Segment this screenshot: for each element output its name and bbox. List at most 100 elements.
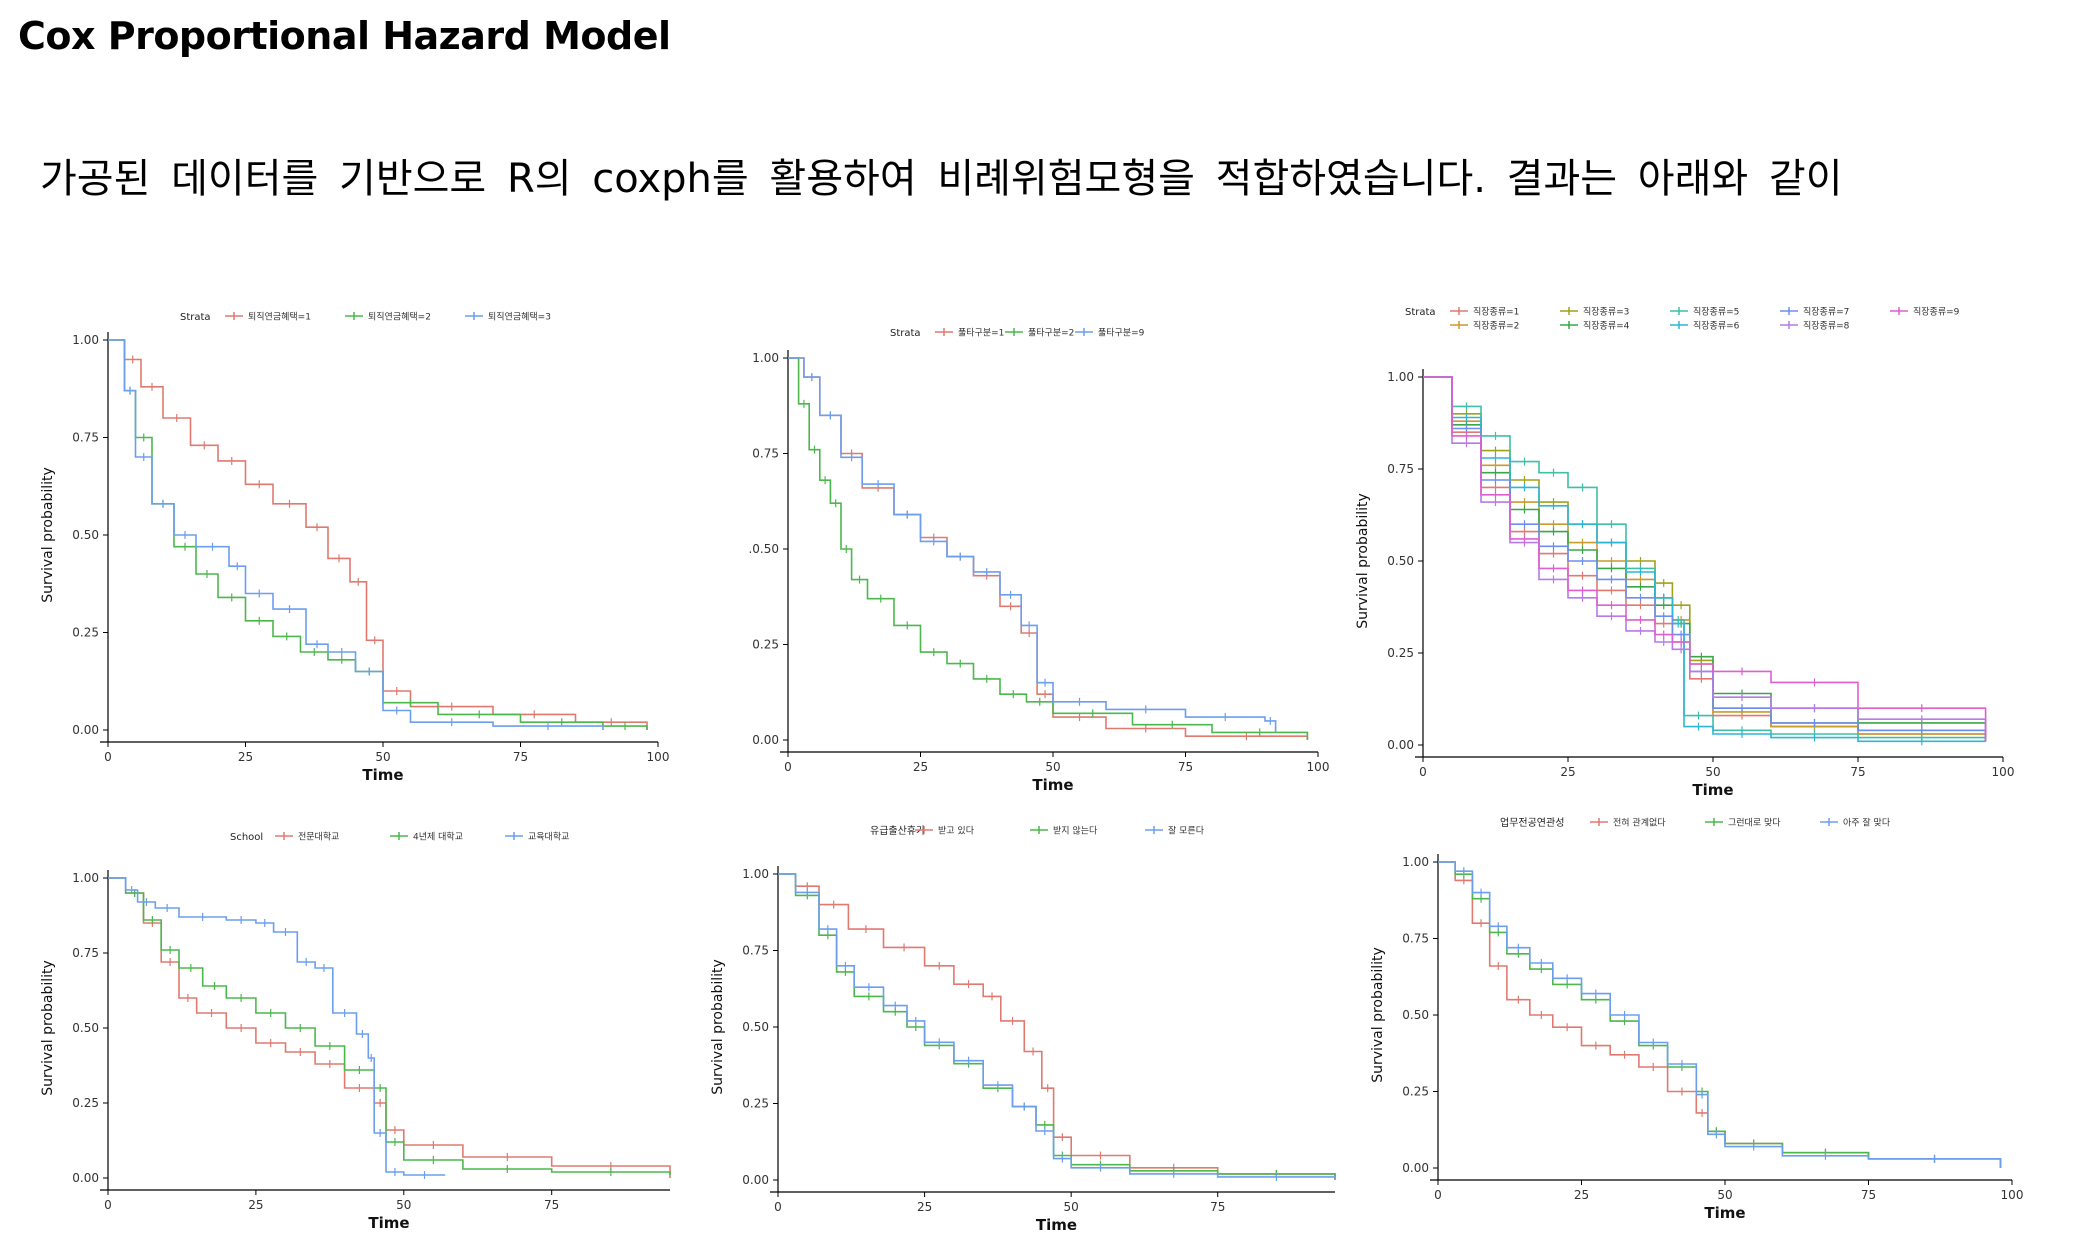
x-tick-label: 25 — [1574, 1188, 1589, 1202]
x-tick-label: 100 — [1992, 765, 2015, 779]
x-tick-label: 0 — [1419, 765, 1427, 779]
x-tick-label: 0 — [774, 1200, 782, 1214]
chart-panel: 0.00 0.25 0.50 0.75 1.00 0 25 50 75 100 Time Surviv… — [1350, 810, 2040, 1230]
legend-title: Strata — [180, 312, 211, 323]
y-tick-label: 0.25 — [72, 1096, 99, 1110]
y-tick-label: 0.75 — [752, 447, 779, 461]
x-axis-label: Time — [368, 1214, 409, 1232]
x-axis-label: Time — [1036, 1216, 1077, 1234]
y-tick-label: 0.25 — [72, 626, 99, 640]
survival-curve — [108, 877, 671, 1175]
legend-label: 직장종류=1 — [1473, 307, 1519, 318]
x-tick-label: 0 — [1434, 1188, 1442, 1202]
survival-curve — [1423, 376, 1987, 742]
y-tick-label: 0.25 — [752, 638, 779, 652]
legend-title: 유급출산휴가 — [870, 825, 925, 837]
survival-curve — [1423, 376, 1987, 742]
y-tick-label: 0.50 — [72, 528, 99, 542]
y-tick-label: 0.50 — [1402, 1008, 1429, 1022]
survival-curve — [1423, 376, 1987, 742]
legend-label: 받고 있다 — [938, 825, 975, 837]
x-tick-label: 75 — [1850, 765, 1865, 779]
survival-curve — [1423, 376, 1987, 742]
chart-panel: 0.00 0.25 0.50 0.75 1.00 0 25 50 75 Time Survival … — [20, 820, 680, 1240]
y-tick-label: 1.00 — [752, 351, 779, 365]
legend-label: 직장종류=3 — [1583, 307, 1629, 318]
survival-curve — [1423, 376, 1987, 742]
legend-title: Strata — [1405, 307, 1436, 318]
legend-label: 직장종류=2 — [1473, 321, 1519, 332]
x-tick-label: 25 — [248, 1198, 263, 1212]
y-tick-label: 0.25 — [1387, 646, 1414, 660]
survival-curve — [108, 877, 671, 1178]
chart-panel: 0.00 0.25 0.50 0.75 1.00 0 25 50 75 Time Survival … — [690, 810, 1345, 1240]
survival-curve — [1423, 376, 1986, 743]
survival-chart: 0.00 0.25 0.50 0.75 1.00 0 25 50 75 100 Time Surviv… — [1355, 307, 2015, 800]
legend-label: 퇴직연금혜택=1 — [248, 311, 311, 323]
survival-curve — [108, 339, 604, 730]
y-axis-label: Survival probability — [1355, 493, 1371, 629]
y-tick-label: 0.25 — [742, 1097, 769, 1111]
legend-title: Strata — [890, 328, 921, 339]
survival-curve — [778, 873, 1336, 1180]
survival-curve — [1423, 376, 1987, 742]
x-tick-label: 75 — [1178, 760, 1193, 774]
x-tick-label: 0 — [784, 760, 792, 774]
y-tick-label: 0.00 — [742, 1173, 769, 1187]
survival-curve — [778, 873, 1336, 1180]
legend-label: 퇴직연금혜택=2 — [368, 311, 431, 323]
survival-curve — [1438, 861, 2002, 1168]
y-tick-label: 1.00 — [742, 867, 769, 881]
y-tick-label: 0.00 — [72, 1171, 99, 1185]
y-tick-label: 0.75 — [1402, 932, 1429, 946]
survival-curve — [1438, 861, 2002, 1168]
x-axis-label: Time — [362, 766, 403, 784]
y-tick-label: 0.00 — [1387, 738, 1414, 752]
x-tick-label: 50 — [396, 1198, 411, 1212]
legend-title: School — [230, 832, 263, 843]
x-tick-label: 100 — [647, 750, 670, 764]
y-tick-label: 1.00 — [1387, 370, 1414, 384]
survival-curve — [108, 339, 648, 730]
x-tick-label: 25 — [917, 1200, 932, 1214]
survival-chart: 0.00 0.25 0.50 0.75 1.00 0 25 50 75 Time Survival … — [40, 832, 671, 1232]
y-axis-label: Survival probability — [40, 960, 56, 1096]
x-tick-label: 0 — [104, 750, 112, 764]
y-tick-label: 1.00 — [72, 333, 99, 347]
chart-panel: 0.00 0.25 .0.50 0.75 1.00 0 25 50 75 100 Time Strat… — [700, 300, 1340, 810]
survival-curve — [1438, 861, 2002, 1168]
legend-label: 교육대학교 — [528, 832, 569, 843]
y-tick-label: 0.75 — [72, 431, 99, 445]
legend-label: 풀타구분=9 — [1098, 328, 1145, 339]
survival-curve — [108, 877, 446, 1176]
survival-curve — [788, 357, 1309, 740]
x-tick-label: 25 — [238, 750, 253, 764]
legend-label: 4년제 대학교 — [413, 832, 463, 843]
x-tick-label: 50 — [375, 750, 390, 764]
legend-label: 풀타구분=2 — [1028, 328, 1074, 339]
y-tick-label: 1.00 — [72, 871, 99, 885]
y-tick-label: 0.50 — [72, 1021, 99, 1035]
survival-chart: 0.00 0.25 0.50 0.75 1.00 0 25 50 75 100 Time Surviv… — [1370, 816, 2023, 1222]
y-axis-label: Survival probability — [1370, 947, 1386, 1083]
page-subtitle: 가공된 데이터를 기반으로 R의 coxph를 활용하여 비례위험모형을 적합하… — [40, 156, 1843, 202]
y-tick-label: 0.75 — [742, 944, 769, 958]
x-tick-label: 25 — [913, 760, 928, 774]
legend-label: 직장종류=7 — [1803, 307, 1849, 318]
legend-label: 그런대로 맞다 — [1728, 817, 1781, 829]
legend-label: 전혀 관계없다 — [1613, 817, 1666, 829]
x-tick-label: 50 — [1045, 760, 1060, 774]
x-tick-label: 50 — [1705, 765, 1720, 779]
y-tick-label: 0.50 — [742, 1020, 769, 1034]
y-tick-label: 0.75 — [1387, 462, 1414, 476]
x-tick-label: 0 — [104, 1198, 112, 1212]
x-axis-label: Time — [1704, 1204, 1745, 1222]
chart-panel: 0.00 0.25 0.50 0.75 1.00 0 25 50 75 100 Time Surviv… — [20, 300, 680, 810]
legend-label: 직장종류=8 — [1803, 321, 1850, 332]
legend-label: 직장종류=5 — [1693, 307, 1739, 318]
y-tick-label: 0.50 — [1387, 554, 1414, 568]
survival-chart: 0.00 0.25 0.50 0.75 1.00 0 25 50 75 100 Time Surviv… — [40, 311, 670, 785]
x-tick-label: 75 — [513, 750, 528, 764]
chart-panel: 0.00 0.25 0.50 0.75 1.00 0 25 50 75 100 Time Surviv… — [1335, 295, 2035, 815]
x-tick-label: 75 — [544, 1198, 559, 1212]
